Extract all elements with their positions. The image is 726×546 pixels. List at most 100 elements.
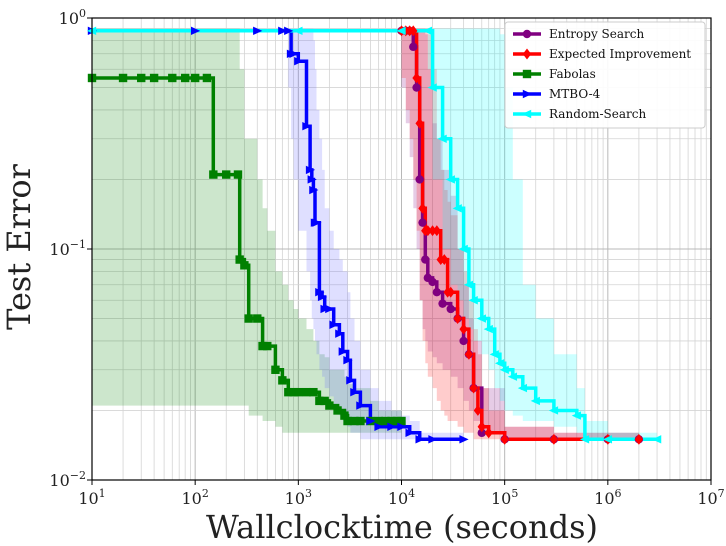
- fabolas-point: [190, 73, 200, 83]
- entropy-search-point: [459, 336, 468, 346]
- fabolas-point: [387, 416, 396, 426]
- legend-marker-entropy-search: [522, 29, 532, 39]
- expected-improvement-point: [484, 427, 493, 439]
- mtbo-4-point: [405, 428, 415, 438]
- confidence-bands: [92, 28, 658, 440]
- fabolas-point: [302, 387, 311, 397]
- random-search-point: [458, 244, 468, 254]
- random-search-point: [422, 26, 433, 36]
- expected-improvement-point: [440, 254, 449, 266]
- expected-improvement-point: [500, 433, 509, 445]
- legend-label-mtbo-4: MTBO-4: [549, 87, 601, 101]
- random-search-point: [507, 372, 518, 381]
- expected-improvement-point: [418, 202, 427, 214]
- x-tick-label: 106: [594, 487, 621, 508]
- fabolas-point: [263, 341, 272, 351]
- x-axis-ticks: 101 102 103 104 105 106 107: [78, 480, 725, 508]
- legend-box: [504, 21, 706, 129]
- random-search-point: [602, 435, 613, 444]
- legend-label-expected-improvement: Expected Improvement: [549, 47, 691, 61]
- mtbo-4-point: [278, 26, 288, 36]
- mtbo-4-point: [315, 288, 325, 297]
- legend-label-random-search: Random-Search: [549, 107, 646, 121]
- random-search-point: [468, 296, 478, 305]
- x-tick-label: 103: [285, 487, 312, 508]
- random-search-point: [530, 396, 540, 406]
- random-search-point: [489, 350, 499, 359]
- mtbo-4-point: [190, 26, 201, 36]
- random-search-point: [483, 324, 493, 334]
- fabolas-point: [356, 416, 365, 426]
- series-markers: [86, 25, 662, 445]
- random-search-point: [463, 280, 474, 289]
- expected-improvement-point: [415, 117, 424, 129]
- fabolas-point: [289, 387, 298, 397]
- fabolas-point: [397, 416, 406, 426]
- fabolas-point: [118, 73, 128, 83]
- mtbo-4-point: [253, 26, 263, 36]
- fabolas-point: [233, 170, 243, 179]
- fabolas-point: [392, 416, 401, 426]
- entropy-search-point: [409, 42, 418, 52]
- fabolas-point: [180, 73, 190, 83]
- expected-improvement-point: [473, 405, 483, 416]
- fabolas-point: [253, 314, 262, 323]
- fabolas-point: [240, 261, 249, 270]
- mtbo-4-point: [309, 185, 319, 195]
- mtbo-4-point: [366, 416, 376, 426]
- y-tick-label: 10−1: [49, 238, 86, 259]
- mtbo-4-point: [325, 304, 335, 314]
- x-tick-label: 107: [697, 487, 724, 508]
- mtbo-4-point: [329, 320, 339, 329]
- random-search-point: [396, 26, 406, 36]
- fabolas-point: [271, 365, 280, 374]
- fabolas-point: [294, 387, 303, 397]
- random-search-point: [652, 435, 662, 444]
- legend-marker-fabolas: [522, 69, 532, 79]
- fabolas-point: [149, 73, 159, 83]
- entropy-search-point: [477, 428, 486, 438]
- mtbo-4-point: [305, 165, 316, 175]
- random-search-line: [92, 29, 658, 442]
- expected-improvement-point: [464, 348, 474, 360]
- random-search-point: [476, 314, 486, 323]
- y-axis-ticks: 10−2 10−1 100: [49, 7, 92, 490]
- mtbo-4-point: [317, 292, 328, 302]
- mtbo-4-point: [289, 49, 299, 58]
- x-tick-label: 104: [388, 487, 415, 508]
- entropy-search-point: [432, 288, 442, 297]
- fabolas-point: [244, 314, 253, 323]
- entropy-search-point: [418, 218, 427, 227]
- mtbo-4-point: [338, 347, 348, 356]
- legend-marker-expected-improvement: [522, 48, 532, 60]
- expected-improvement-point: [446, 286, 455, 298]
- fabolas-point: [309, 387, 318, 397]
- expected-improvement-point: [549, 433, 559, 445]
- mtbo-4-point: [356, 401, 366, 410]
- expected-improvement-point: [432, 225, 442, 237]
- fabolas-point: [340, 411, 349, 420]
- fabolas-point: [374, 416, 383, 426]
- entropy-search-point: [421, 255, 430, 264]
- fabolas-point: [333, 406, 342, 415]
- mtbo-4-point: [428, 435, 438, 444]
- fabolas-point: [284, 387, 293, 397]
- expected-improvement-point: [459, 323, 468, 335]
- expected-improvement-point: [409, 25, 418, 37]
- x-tick-label: 105: [491, 487, 518, 508]
- fabolas-point: [278, 376, 287, 385]
- expected-improvement-point: [469, 382, 478, 394]
- entropy-search-band: [401, 28, 639, 440]
- entropy-search-point: [438, 299, 447, 308]
- random-search-point: [445, 175, 455, 184]
- entropy-search-point: [428, 277, 437, 287]
- expected-improvement-point: [634, 433, 644, 445]
- mtbo-4-point: [312, 218, 322, 227]
- legend-marker-random-search: [521, 109, 532, 119]
- expected-improvement-point: [477, 421, 486, 433]
- fabolas-point: [235, 255, 244, 264]
- mtbo-4-point: [284, 26, 294, 36]
- legend-label-fabolas: Fabolas: [549, 67, 596, 81]
- mtbo-4-point: [302, 122, 312, 131]
